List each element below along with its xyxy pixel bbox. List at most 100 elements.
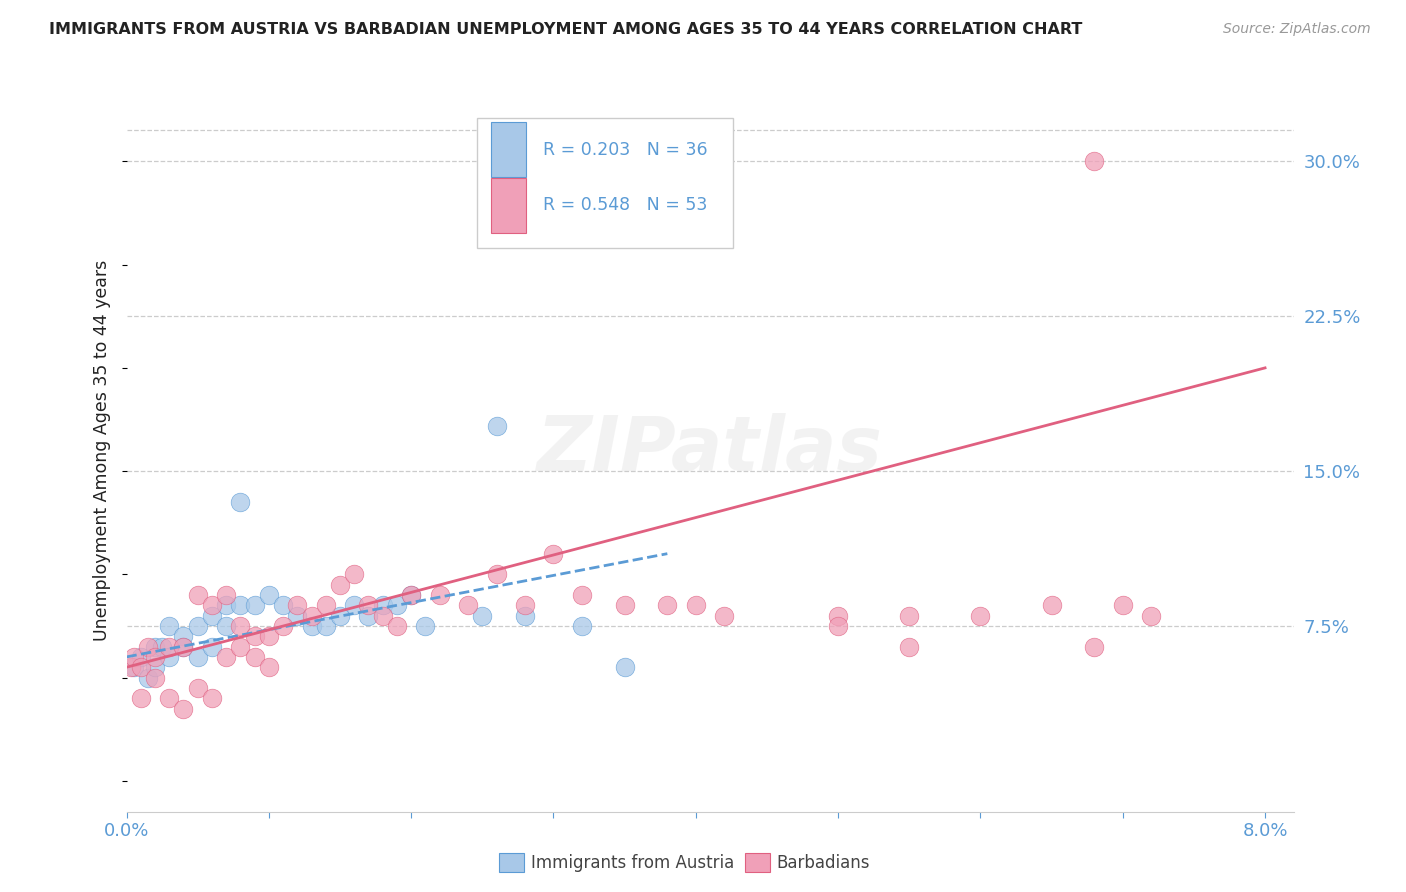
Point [457, 599, 479, 613]
Point [201, 608, 224, 623]
Point [285, 599, 308, 613]
Point [613, 660, 636, 674]
Point [187, 619, 209, 633]
Point [187, 681, 209, 695]
Point [187, 649, 209, 664]
Point [136, 640, 159, 654]
Point [143, 671, 166, 685]
Point [285, 608, 308, 623]
Text: Source: ZipAtlas.com: Source: ZipAtlas.com [1223, 22, 1371, 37]
Point [143, 649, 166, 664]
Point [315, 599, 337, 613]
Point [243, 599, 266, 613]
Text: Barbadians: Barbadians [776, 854, 870, 871]
Point [157, 640, 180, 654]
Point [827, 619, 849, 633]
Point [201, 599, 224, 613]
Point [215, 599, 238, 613]
Point [172, 629, 194, 643]
Point [571, 588, 593, 602]
Point [215, 588, 238, 602]
Point [343, 599, 366, 613]
Point [657, 599, 679, 613]
Text: Immigrants from Austria: Immigrants from Austria [531, 854, 735, 871]
Point [329, 577, 352, 591]
Point [1040, 599, 1063, 613]
Point [271, 599, 294, 613]
Point [201, 640, 224, 654]
Point [827, 608, 849, 623]
Point [301, 608, 323, 623]
Point [301, 619, 323, 633]
Point [157, 649, 180, 664]
Text: R = 0.203   N = 36: R = 0.203 N = 36 [543, 141, 707, 159]
Point [143, 640, 166, 654]
Point [485, 418, 508, 433]
Point [229, 599, 252, 613]
Point [329, 608, 352, 623]
Point [371, 599, 394, 613]
Point [485, 567, 508, 582]
Point [150, 640, 173, 654]
Point [357, 599, 380, 613]
Point [898, 608, 921, 623]
Point [513, 599, 536, 613]
Point [513, 608, 536, 623]
Point [1140, 608, 1163, 623]
Text: ZIPatlas: ZIPatlas [537, 414, 883, 487]
Point [343, 567, 366, 582]
Bar [491, 178, 526, 233]
Text: R = 0.548   N = 53: R = 0.548 N = 53 [543, 196, 707, 214]
Point [172, 701, 194, 715]
Point [357, 608, 380, 623]
Point [120, 660, 142, 674]
Bar [477, 118, 734, 248]
Point [399, 588, 422, 602]
Point [415, 619, 437, 633]
Y-axis label: Unemployment Among Ages 35 to 44 years: Unemployment Among Ages 35 to 44 years [93, 260, 111, 641]
Point [685, 599, 707, 613]
Point [172, 640, 194, 654]
Point [1083, 640, 1105, 654]
Point [143, 660, 166, 674]
Point [157, 691, 180, 706]
Point [543, 547, 565, 561]
Point [215, 619, 238, 633]
Point [257, 660, 280, 674]
Point [1083, 154, 1105, 169]
Point [385, 619, 408, 633]
Point [385, 599, 408, 613]
Point [122, 649, 145, 664]
Point [229, 640, 252, 654]
Point [315, 619, 337, 633]
Point [471, 608, 494, 623]
Point [898, 640, 921, 654]
Point [136, 671, 159, 685]
Point [215, 649, 238, 664]
Point [129, 649, 152, 664]
Point [201, 691, 224, 706]
Point [271, 619, 294, 633]
Point [399, 588, 422, 602]
Point [122, 660, 145, 674]
Point [129, 691, 152, 706]
Point [429, 588, 451, 602]
Point [713, 608, 735, 623]
Point [229, 495, 252, 509]
Point [243, 649, 266, 664]
Point [1112, 599, 1135, 613]
Point [969, 608, 991, 623]
Point [229, 619, 252, 633]
Point [257, 629, 280, 643]
Point [172, 640, 194, 654]
Point [257, 588, 280, 602]
Point [371, 608, 394, 623]
Text: IMMIGRANTS FROM AUSTRIA VS BARBADIAN UNEMPLOYMENT AMONG AGES 35 TO 44 YEARS CORR: IMMIGRANTS FROM AUSTRIA VS BARBADIAN UNE… [49, 22, 1083, 37]
Point [571, 619, 593, 633]
Point [187, 588, 209, 602]
Point [613, 599, 636, 613]
Point [243, 629, 266, 643]
Point [157, 619, 180, 633]
Point [129, 660, 152, 674]
Bar [491, 122, 526, 177]
